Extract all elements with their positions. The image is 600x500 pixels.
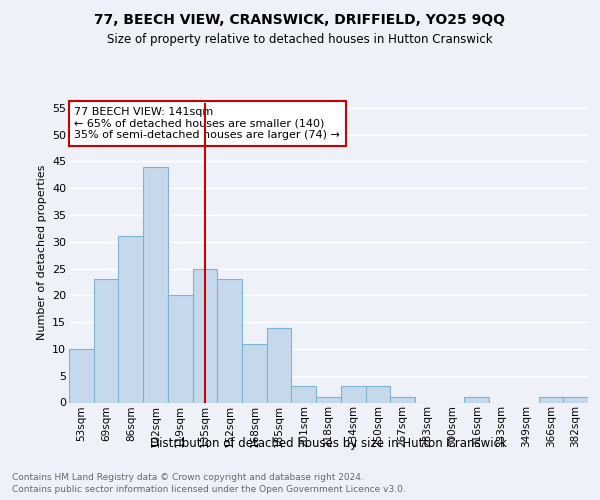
Bar — [365, 386, 390, 402]
Text: 77 BEECH VIEW: 141sqm
← 65% of detached houses are smaller (140)
35% of semi-det: 77 BEECH VIEW: 141sqm ← 65% of detached … — [74, 107, 340, 140]
Text: Size of property relative to detached houses in Hutton Cranswick: Size of property relative to detached ho… — [107, 32, 493, 46]
Bar — [539, 397, 563, 402]
Bar — [143, 167, 168, 402]
Bar — [390, 397, 415, 402]
Bar — [341, 386, 365, 402]
Text: Contains public sector information licensed under the Open Government Licence v3: Contains public sector information licen… — [12, 485, 406, 494]
Bar — [94, 280, 118, 402]
Bar — [217, 280, 242, 402]
Bar — [168, 296, 193, 403]
Text: Contains HM Land Registry data © Crown copyright and database right 2024.: Contains HM Land Registry data © Crown c… — [12, 472, 364, 482]
Bar — [69, 349, 94, 403]
Bar — [292, 386, 316, 402]
Bar — [118, 236, 143, 402]
Text: Distribution of detached houses by size in Hutton Cranswick: Distribution of detached houses by size … — [151, 438, 507, 450]
Bar — [193, 268, 217, 402]
Bar — [464, 397, 489, 402]
Bar — [267, 328, 292, 402]
Bar — [563, 397, 588, 402]
Bar — [242, 344, 267, 402]
Y-axis label: Number of detached properties: Number of detached properties — [37, 165, 47, 340]
Bar — [316, 397, 341, 402]
Text: 77, BEECH VIEW, CRANSWICK, DRIFFIELD, YO25 9QQ: 77, BEECH VIEW, CRANSWICK, DRIFFIELD, YO… — [95, 12, 505, 26]
